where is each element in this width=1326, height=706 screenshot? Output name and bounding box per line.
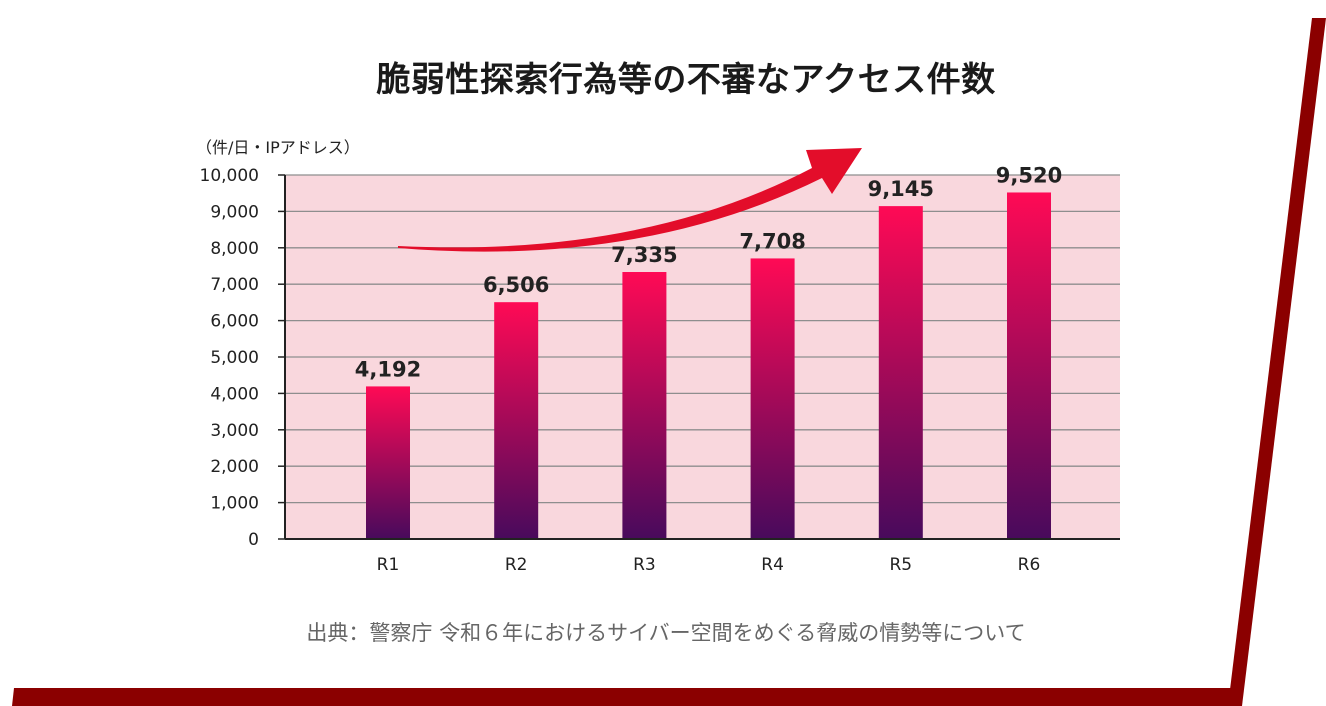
bar-r1 xyxy=(366,386,410,539)
frame-bottom-stroke xyxy=(12,688,1242,706)
value-label: 9,520 xyxy=(996,163,1062,187)
y-tick-label: 0 xyxy=(248,530,259,550)
frame-right-stroke xyxy=(1228,18,1326,706)
chart-title: 脆弱性探索行為等の不審なアクセス件数 xyxy=(376,60,996,100)
bar-r6 xyxy=(1007,192,1051,540)
value-label: 7,708 xyxy=(739,229,805,253)
y-tick-label: 6,000 xyxy=(210,312,259,332)
x-tick-label: R2 xyxy=(505,555,528,575)
x-axis-labels: R1 R2 R3 R4 R5 R6 xyxy=(377,555,1041,575)
y-tick-label: 8,000 xyxy=(210,239,259,259)
y-tick-label: 9,000 xyxy=(210,202,259,222)
value-label: 7,335 xyxy=(611,243,677,267)
x-tick-label: R5 xyxy=(889,555,912,575)
y-tick-label: 5,000 xyxy=(210,348,259,368)
x-tick-label: R1 xyxy=(377,555,400,575)
y-axis-unit-label: （件/日・IPアドレス） xyxy=(196,138,360,157)
source-citation: 出典：警察庁 令和６年におけるサイバー空間をめぐる脅威の情勢等について xyxy=(306,621,1026,645)
y-tick-label: 1,000 xyxy=(210,494,259,514)
y-tick-label: 7,000 xyxy=(210,275,259,295)
y-tick-label: 4,000 xyxy=(210,384,259,404)
y-axis-ticks: 0 1,000 2,000 3,000 4,000 5,000 6,000 7,000 8,00… xyxy=(200,166,285,550)
bar-r4 xyxy=(750,258,795,539)
value-label: 9,145 xyxy=(868,177,934,201)
bar-r2 xyxy=(494,302,539,539)
y-tick-label: 3,000 xyxy=(210,421,259,441)
x-tick-label: R4 xyxy=(761,555,784,575)
bar-r5 xyxy=(878,206,923,539)
axes xyxy=(284,175,1120,540)
value-labels: 4,192 6,506 7,335 7,708 9,145 9,520 xyxy=(355,163,1062,381)
x-tick-label: R6 xyxy=(1018,555,1041,575)
value-label: 4,192 xyxy=(355,357,421,381)
bars xyxy=(366,192,1051,540)
value-label: 6,506 xyxy=(483,273,549,297)
trend-arrow-icon xyxy=(398,148,862,252)
x-tick-label: R3 xyxy=(633,555,656,575)
y-tick-label: 2,000 xyxy=(210,457,259,477)
y-tick-label: 10,000 xyxy=(200,166,259,186)
bar-r3 xyxy=(622,272,667,539)
